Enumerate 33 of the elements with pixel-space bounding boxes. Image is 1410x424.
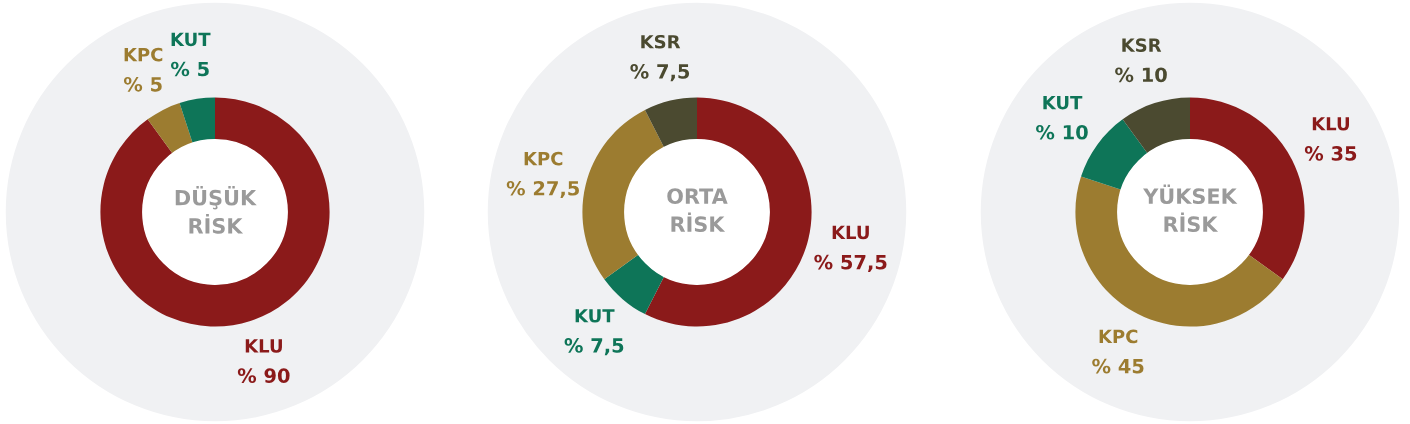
data-label: % 27,5	[506, 180, 579, 199]
slice-label: KLU	[832, 225, 869, 240]
slice-label: KUT	[575, 309, 615, 323]
donut-slice	[644, 97, 697, 148]
data-label: % 90	[237, 368, 290, 383]
donut-slice	[100, 97, 330, 327]
donut-slice	[644, 97, 812, 327]
text: YÜKSEK RİSK	[1143, 184, 1238, 233]
data-label: % 57,5	[814, 254, 887, 272]
data-label: % 10	[1115, 67, 1167, 83]
slice-label: KUT	[171, 32, 211, 47]
slice-label: KSR	[641, 34, 681, 49]
slice-label: KSR	[1122, 38, 1162, 52]
donut-slice	[582, 109, 665, 280]
donut-slice	[1122, 97, 1190, 154]
slice-label: KPC	[1099, 329, 1138, 344]
slice-label: KPC	[524, 151, 563, 166]
data-label: % 10	[1036, 124, 1088, 140]
donut-slice	[147, 103, 193, 154]
slice-label: KLU	[1312, 117, 1349, 131]
donut-slice	[1075, 176, 1283, 327]
data-label: % 7,5	[564, 338, 624, 356]
data-label: % 45	[1092, 358, 1144, 374]
data-label: % 5	[123, 76, 162, 92]
data-label: % 5	[171, 61, 209, 77]
slice-label: KPC	[124, 47, 163, 62]
text: ORTA RİSK	[667, 188, 728, 233]
data-label: % 7,5	[630, 64, 690, 82]
donut-slice	[179, 97, 215, 144]
slice-label: KLU	[245, 339, 282, 353]
data-label: % 35	[1304, 146, 1357, 161]
slice-label: KUT	[1043, 95, 1083, 110]
text: DÜŞÜK RİSK	[175, 186, 257, 234]
